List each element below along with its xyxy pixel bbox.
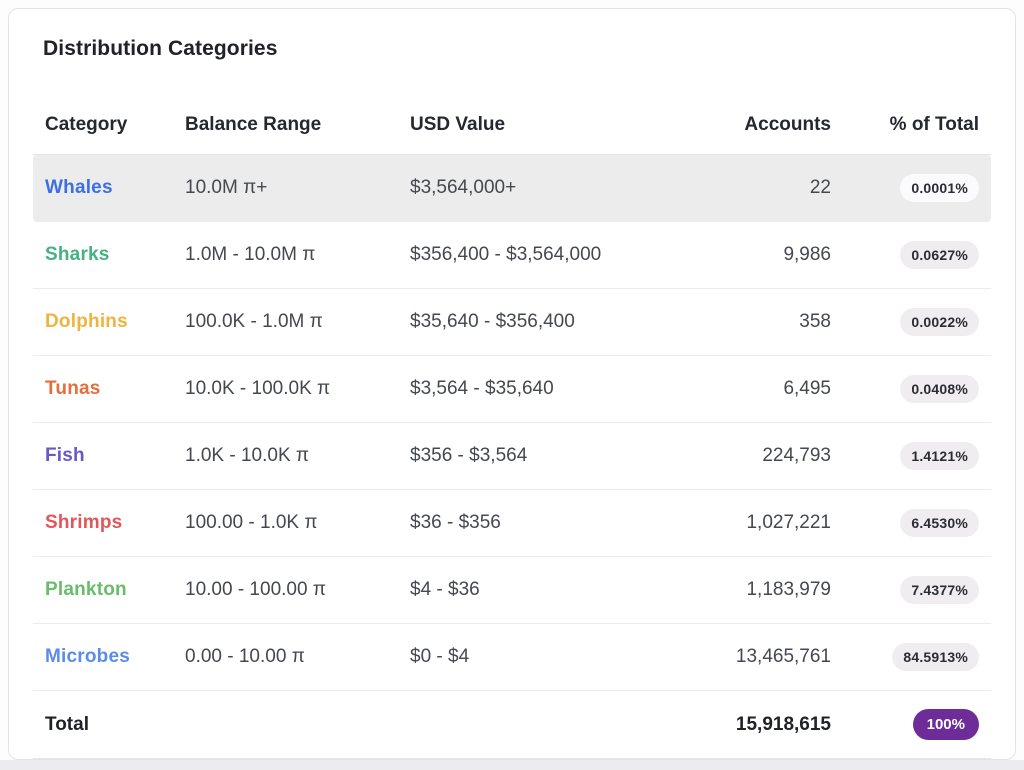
table-row[interactable]: Fish 1.0K - 10.0K π $356 - $3,564 224,79… bbox=[33, 423, 991, 490]
total-accounts: 15,918,615 bbox=[735, 713, 831, 735]
column-header-category: Category bbox=[45, 113, 128, 135]
table-header-row: Category Balance Range USD Value Account… bbox=[33, 95, 991, 155]
usd-value: $356 - $3,564 bbox=[410, 445, 528, 466]
balance-range: 1.0M - 10.0M π bbox=[185, 244, 316, 265]
table-row[interactable]: Sharks 1.0M - 10.0M π $356,400 - $3,564,… bbox=[33, 222, 991, 289]
total-percent-badge: 100% bbox=[912, 709, 979, 740]
category-name[interactable]: Tunas bbox=[45, 378, 101, 399]
distribution-categories-card: Distribution Categories Category Balance… bbox=[8, 8, 1016, 760]
pct-cell: 84.5913% bbox=[831, 643, 979, 671]
percent-badge: 0.0022% bbox=[900, 308, 979, 336]
table-row[interactable]: Microbes 0.00 - 10.00 π $0 - $4 13,465,7… bbox=[33, 624, 991, 691]
usd-value: $3,564,000+ bbox=[410, 177, 517, 198]
card-title: Distribution Categories bbox=[43, 37, 278, 60]
accounts-count: 224,793 bbox=[762, 445, 831, 466]
accounts-count: 13,465,761 bbox=[735, 646, 831, 667]
column-header-usd-value: USD Value bbox=[410, 113, 506, 135]
table-row[interactable]: Tunas 10.0K - 100.0K π $3,564 - $35,640 … bbox=[33, 356, 991, 423]
column-header-pct-of-total: % of Total bbox=[889, 113, 979, 135]
category-name[interactable]: Shrimps bbox=[45, 512, 123, 533]
accounts-count: 22 bbox=[809, 177, 831, 198]
category-name[interactable]: Sharks bbox=[45, 244, 110, 265]
percent-badge: 7.4377% bbox=[900, 576, 979, 604]
usd-value: $36 - $356 bbox=[410, 512, 501, 533]
balance-range: 10.0M π+ bbox=[185, 177, 268, 198]
table-body: Whales 10.0M π+ $3,564,000+ 22 0.0001% S… bbox=[33, 155, 991, 691]
accounts-count: 1,183,979 bbox=[746, 579, 831, 600]
pct-cell: 0.0022% bbox=[831, 308, 979, 336]
percent-badge: 0.0408% bbox=[900, 375, 979, 403]
distribution-table: Category Balance Range USD Value Account… bbox=[33, 95, 991, 759]
percent-badge: 0.0627% bbox=[900, 241, 979, 269]
table-total-row: Total 15,918,615 100% bbox=[33, 691, 991, 759]
pct-cell: 1.4121% bbox=[831, 442, 979, 470]
category-name[interactable]: Fish bbox=[45, 445, 85, 466]
pct-cell: 0.0408% bbox=[831, 375, 979, 403]
balance-range: 100.0K - 1.0M π bbox=[185, 311, 323, 332]
usd-value: $4 - $36 bbox=[410, 579, 480, 600]
category-name[interactable]: Microbes bbox=[45, 646, 131, 667]
accounts-count: 1,027,221 bbox=[746, 512, 831, 533]
category-name[interactable]: Whales bbox=[45, 177, 113, 198]
table-row[interactable]: Shrimps 100.00 - 1.0K π $36 - $356 1,027… bbox=[33, 490, 991, 557]
category-name[interactable]: Plankton bbox=[45, 579, 127, 600]
category-name[interactable]: Dolphins bbox=[45, 311, 128, 332]
usd-value: $3,564 - $35,640 bbox=[410, 378, 554, 399]
pct-cell: 6.4530% bbox=[831, 509, 979, 537]
column-header-balance-range: Balance Range bbox=[185, 113, 322, 135]
balance-range: 1.0K - 10.0K π bbox=[185, 445, 310, 466]
accounts-count: 6,495 bbox=[783, 378, 831, 399]
total-pct-cell: 100% bbox=[831, 709, 979, 740]
pct-cell: 0.0001% bbox=[831, 174, 979, 202]
percent-badge: 0.0001% bbox=[900, 174, 979, 202]
balance-range: 100.00 - 1.0K π bbox=[185, 512, 318, 533]
table-row[interactable]: Plankton 10.00 - 100.00 π $4 - $36 1,183… bbox=[33, 557, 991, 624]
balance-range: 0.00 - 10.00 π bbox=[185, 646, 305, 667]
table-row[interactable]: Dolphins 100.0K - 1.0M π $35,640 - $356,… bbox=[33, 289, 991, 356]
page-background-strip bbox=[0, 760, 1024, 770]
total-label: Total bbox=[45, 713, 89, 735]
table-row[interactable]: Whales 10.0M π+ $3,564,000+ 22 0.0001% bbox=[33, 155, 991, 222]
pct-cell: 0.0627% bbox=[831, 241, 979, 269]
pct-cell: 7.4377% bbox=[831, 576, 979, 604]
balance-range: 10.00 - 100.00 π bbox=[185, 579, 326, 600]
usd-value: $0 - $4 bbox=[410, 646, 470, 667]
column-header-accounts: Accounts bbox=[744, 113, 831, 135]
accounts-count: 9,986 bbox=[783, 244, 831, 265]
usd-value: $356,400 - $3,564,000 bbox=[410, 244, 602, 265]
percent-badge: 84.5913% bbox=[892, 643, 979, 671]
usd-value: $35,640 - $356,400 bbox=[410, 311, 575, 332]
balance-range: 10.0K - 100.0K π bbox=[185, 378, 331, 399]
percent-badge: 1.4121% bbox=[900, 442, 979, 470]
accounts-count: 358 bbox=[799, 311, 831, 332]
percent-badge: 6.4530% bbox=[900, 509, 979, 537]
